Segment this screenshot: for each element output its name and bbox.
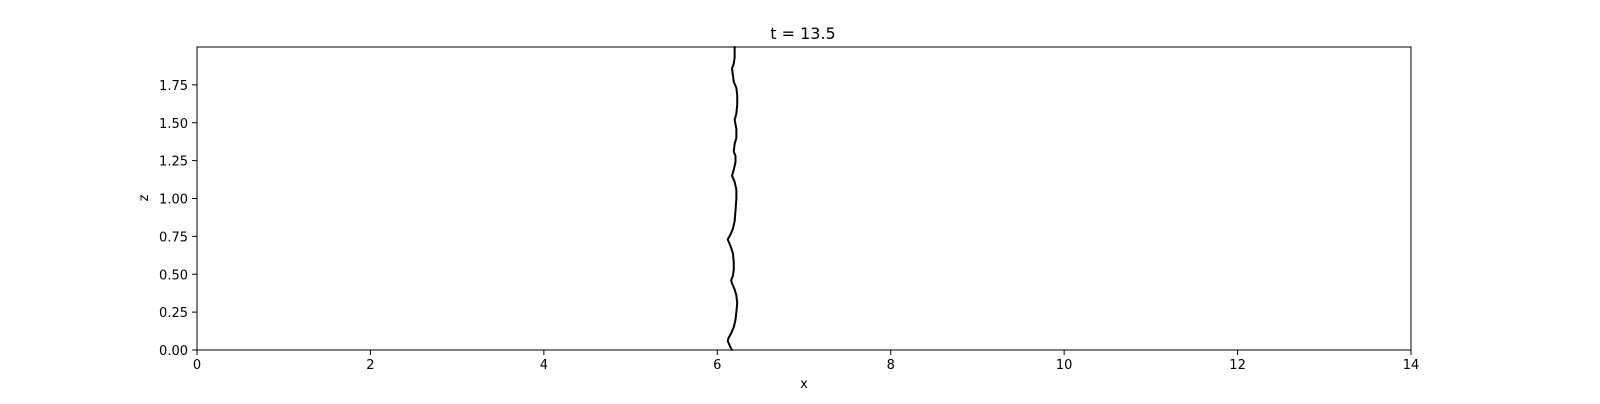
chart-title: t = 13.5 xyxy=(770,24,835,43)
y-tick-label: 0.25 xyxy=(159,306,188,321)
x-tick-label: 10 xyxy=(1056,358,1073,373)
x-tick-label: 12 xyxy=(1229,358,1246,373)
y-tick-label: 0.75 xyxy=(159,230,188,245)
y-tick-label: 1.00 xyxy=(159,193,188,208)
x-tick-label: 14 xyxy=(1403,358,1420,373)
y-tick-label: 0.00 xyxy=(159,344,188,359)
y-axis-label: z xyxy=(137,194,152,201)
series-layer xyxy=(726,46,739,351)
x-tick-label: 0 xyxy=(193,358,201,373)
y-axis: 0.00 0.25 0.50 0.75 1.00 1.25 1.50 1.75 xyxy=(159,79,197,359)
y-tick-label: 1.50 xyxy=(159,117,188,132)
series-line-0 xyxy=(726,46,739,351)
plot-area xyxy=(196,46,1412,351)
y-tick-label: 1.75 xyxy=(159,79,188,94)
x-axis: 0 2 4 6 8 10 12 14 xyxy=(193,350,1419,373)
x-tick-label: 6 xyxy=(713,358,721,373)
y-tick-label: 0.50 xyxy=(159,268,188,283)
x-tick-label: 2 xyxy=(366,358,374,373)
x-tick-label: 4 xyxy=(540,358,548,373)
x-axis-label: x xyxy=(800,377,808,392)
x-tick-label: 8 xyxy=(887,358,895,373)
y-tick-label: 1.25 xyxy=(159,155,188,170)
